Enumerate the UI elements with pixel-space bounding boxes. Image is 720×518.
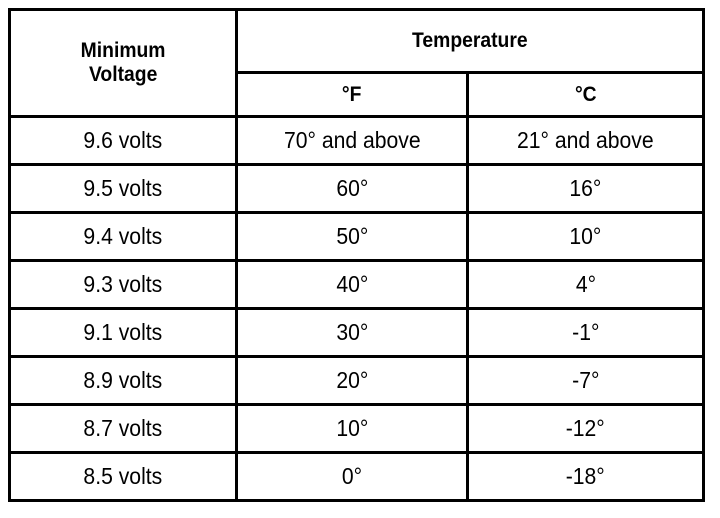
fahrenheit-cell: 40°	[235, 259, 469, 310]
table-row: 8.9 volts 20° -7°	[8, 355, 705, 406]
table-row: 8.5 volts 0° -18°	[8, 451, 705, 502]
celsius-cell-text: 21° and above	[517, 127, 654, 153]
voltage-cell-text: 9.5 volts	[83, 175, 163, 201]
voltage-cell: 8.9 volts	[8, 355, 238, 406]
celsius-cell: -1°	[466, 307, 705, 358]
celsius-cell-text: -7°	[571, 367, 600, 393]
voltage-cell: 9.4 volts	[8, 211, 238, 262]
table-row: 9.1 volts 30° -1°	[8, 307, 705, 358]
header-temperature: Temperature	[235, 8, 705, 74]
celsius-cell: 10°	[466, 211, 705, 262]
voltage-cell-text: 9.6 volts	[83, 127, 163, 153]
celsius-cell-text: -18°	[565, 463, 606, 489]
table-row: 9.6 volts 70° and above 21° and above	[8, 115, 705, 166]
voltage-cell: 9.3 volts	[8, 259, 238, 310]
fahrenheit-cell-text: 10°	[336, 415, 368, 441]
header-temperature-label: Temperature	[412, 29, 528, 52]
fahrenheit-cell: 50°	[235, 211, 469, 262]
fahrenheit-cell-text: 60°	[336, 175, 368, 201]
celsius-cell-text: 16°	[569, 175, 602, 201]
voltage-cell-text: 8.9 volts	[83, 367, 163, 393]
voltage-cell: 8.5 volts	[8, 451, 238, 502]
celsius-cell-text: 10°	[569, 223, 602, 249]
fahrenheit-cell-text: 30°	[336, 319, 368, 345]
header-celsius-label: °C	[574, 82, 597, 106]
fahrenheit-cell: 10°	[235, 403, 469, 454]
voltage-cell: 9.6 volts	[8, 115, 238, 166]
voltage-cell-text: 9.4 volts	[83, 223, 163, 249]
table-row: 9.4 volts 50° 10°	[8, 211, 705, 262]
fahrenheit-cell: 70° and above	[235, 115, 469, 166]
voltage-cell-text: 9.3 volts	[83, 271, 163, 297]
voltage-cell: 9.5 volts	[8, 163, 238, 214]
fahrenheit-cell: 20°	[235, 355, 469, 406]
celsius-cell: -7°	[466, 355, 705, 406]
fahrenheit-cell-text: 40°	[336, 271, 368, 297]
header-fahrenheit: °F	[235, 71, 469, 118]
table-row: 8.7 volts 10° -12°	[8, 403, 705, 454]
header-voltage-line2: Voltage	[88, 63, 158, 86]
celsius-cell: -12°	[466, 403, 705, 454]
fahrenheit-cell-text: 0°	[341, 463, 363, 489]
header-minimum-voltage: Minimum Voltage	[8, 8, 238, 118]
fahrenheit-cell-text: 70° and above	[283, 127, 421, 153]
fahrenheit-cell-text: 20°	[336, 367, 368, 393]
fahrenheit-cell: 0°	[235, 451, 469, 502]
voltage-cell-text: 9.1 volts	[83, 319, 163, 345]
voltage-cell-text: 8.7 volts	[83, 415, 163, 441]
celsius-cell: 16°	[466, 163, 705, 214]
celsius-cell: -18°	[466, 451, 705, 502]
fahrenheit-cell: 60°	[235, 163, 469, 214]
voltage-temperature-table: Minimum Voltage Temperature °F °C 9.6 vo…	[8, 8, 705, 502]
header-voltage-line1: Minimum	[80, 39, 166, 62]
celsius-cell: 4°	[466, 259, 705, 310]
voltage-cell-text: 8.5 volts	[83, 463, 163, 489]
table-row: 9.3 volts 40° 4°	[8, 259, 705, 310]
celsius-cell-text: -1°	[571, 319, 600, 345]
fahrenheit-cell: 30°	[235, 307, 469, 358]
header-fahrenheit-label: °F	[342, 82, 362, 106]
voltage-cell: 9.1 volts	[8, 307, 238, 358]
celsius-cell-text: 4°	[575, 271, 596, 297]
header-celsius: °C	[466, 71, 705, 118]
fahrenheit-cell-text: 50°	[336, 223, 368, 249]
table-row: 9.5 volts 60° 16°	[8, 163, 705, 214]
voltage-cell: 8.7 volts	[8, 403, 238, 454]
celsius-cell: 21° and above	[466, 115, 705, 166]
celsius-cell-text: -12°	[565, 415, 606, 441]
